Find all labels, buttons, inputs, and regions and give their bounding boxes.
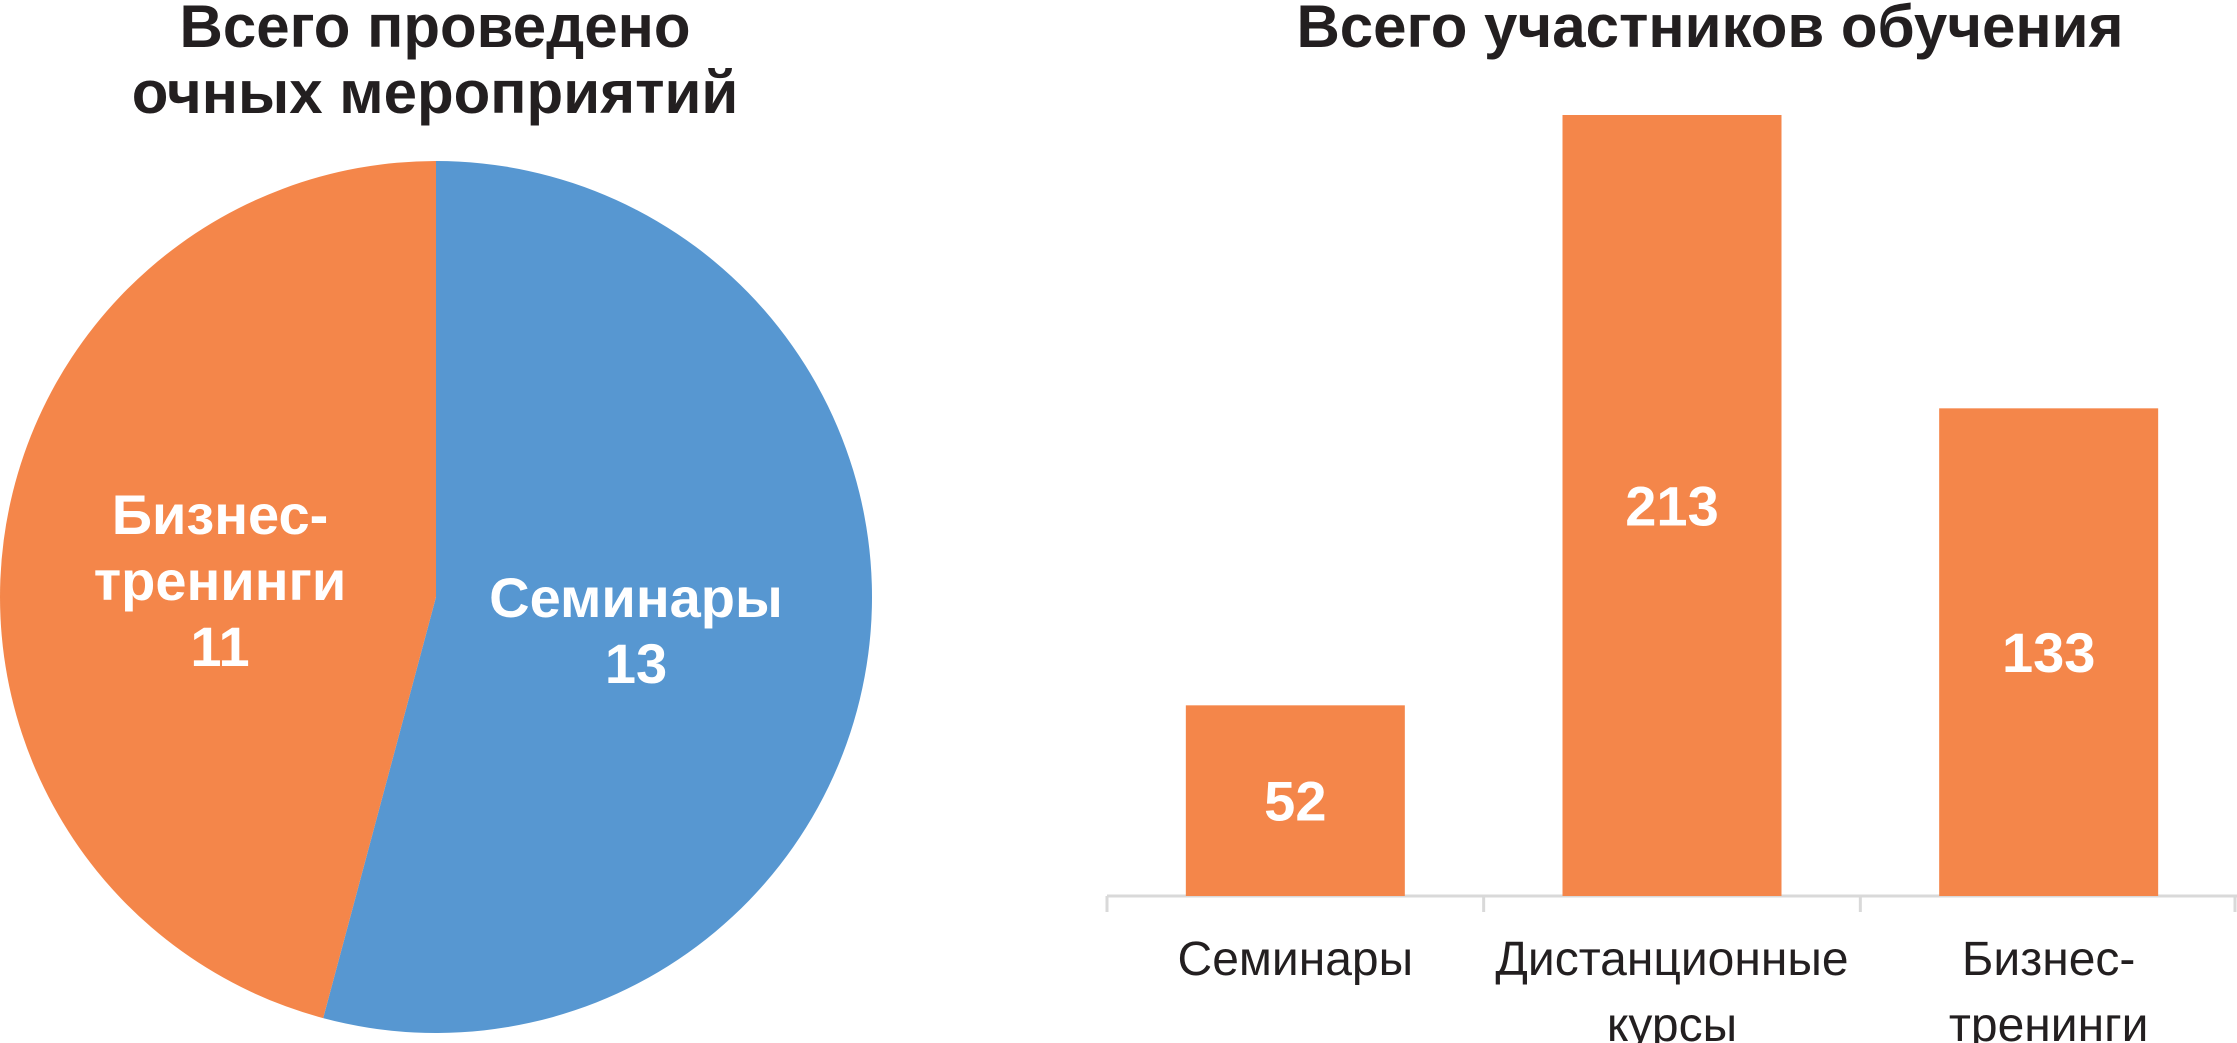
bar (1562, 115, 1782, 896)
pie-slice-label: Бизнес-тренинги 11 (94, 483, 347, 678)
bar-value-label: 133 (2002, 621, 2095, 684)
bar-chart-title: Всего участников обучения (1296, 0, 2124, 60)
bar (1185, 705, 1405, 896)
x-tick-label: Бизнес-тренинги (1949, 933, 2149, 1043)
x-tick-label: Дистанционные курсы (1495, 933, 1848, 1043)
bar-chart: 52 Семинары 213 Дистанционные курсы 133 Бизнес… (1105, 115, 2237, 1043)
pie-slice (323, 161, 873, 1033)
bar (1939, 408, 2159, 896)
bar-value-label: 52 (1264, 770, 1326, 833)
pie-chart-title: Всего проведено очных мероприятий (131, 0, 739, 126)
bar-value-label: 213 (1625, 475, 1718, 538)
pie-slice (0, 161, 437, 1019)
pie-chart: Семинары 13 Бизнес-тренинги 11 (0, 161, 873, 1033)
pie-slice-label: Семинары 13 (489, 566, 783, 695)
x-tick-label: Семинары (1178, 933, 1414, 986)
